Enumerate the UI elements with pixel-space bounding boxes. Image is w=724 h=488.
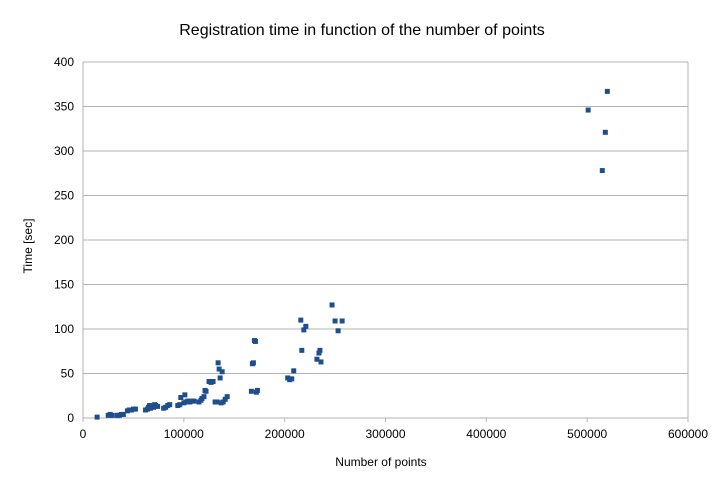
data-point	[109, 412, 115, 418]
axes	[82, 62, 689, 422]
data-point	[94, 414, 100, 420]
data-point	[203, 388, 209, 394]
data-point	[155, 403, 161, 409]
data-point	[254, 387, 260, 393]
data-point	[604, 88, 610, 94]
y-axis-label: Time [sec]	[21, 219, 35, 274]
data-point	[317, 347, 323, 353]
data-point	[318, 359, 324, 365]
data-points	[94, 88, 610, 420]
x-axis-label: Number of points	[335, 455, 426, 469]
y-tick-label: 50	[61, 367, 75, 381]
y-tick-label: 100	[54, 322, 74, 336]
y-tick-label: 400	[54, 55, 74, 69]
data-point	[329, 302, 335, 308]
x-tick-label: 200000	[265, 427, 305, 441]
x-tick-label: 400000	[466, 427, 506, 441]
x-tick-label: 500000	[567, 427, 607, 441]
data-point	[299, 347, 305, 353]
y-tick-label: 0	[67, 411, 74, 425]
data-point	[250, 360, 256, 366]
data-point	[120, 411, 126, 417]
data-point	[298, 317, 304, 323]
data-point	[585, 107, 591, 113]
data-point	[222, 396, 228, 402]
x-tick-label: 100000	[164, 427, 204, 441]
data-point	[335, 328, 341, 334]
data-point	[291, 368, 297, 374]
data-point	[219, 369, 225, 375]
data-point	[182, 392, 188, 398]
y-tick-label: 250	[54, 189, 74, 203]
data-point	[217, 375, 223, 381]
x-tick-label: 600000	[668, 427, 708, 441]
data-point	[216, 366, 222, 372]
data-point	[178, 395, 184, 401]
data-point	[252, 338, 258, 344]
data-point	[177, 402, 183, 408]
data-point	[167, 402, 173, 408]
data-point	[314, 356, 320, 362]
x-tick-labels: 0 100000 200000 300000 400000 500000 600000	[80, 427, 709, 441]
y-tick-label: 150	[54, 278, 74, 292]
data-point	[289, 376, 295, 382]
data-point	[224, 394, 230, 400]
data-point	[191, 398, 197, 404]
data-point	[132, 406, 138, 412]
y-tick-labels: 0 50 100 150 200 250 300 350 400	[54, 55, 74, 425]
data-point	[303, 323, 309, 329]
data-point	[339, 318, 345, 324]
y-tick-label: 350	[54, 100, 74, 114]
data-point	[599, 168, 605, 174]
data-point	[214, 399, 220, 405]
data-point	[332, 318, 338, 324]
data-point	[201, 394, 207, 400]
chart-title: Registration time in function of the num…	[179, 22, 545, 39]
x-tick-label: 300000	[365, 427, 405, 441]
y-tick-label: 300	[54, 144, 74, 158]
data-point	[301, 327, 307, 333]
data-point	[602, 129, 608, 135]
data-point	[220, 399, 226, 405]
x-tick-label: 0	[80, 427, 87, 441]
y-tick-label: 200	[54, 233, 74, 247]
data-point	[215, 360, 221, 366]
data-point	[210, 379, 216, 385]
data-point	[316, 350, 322, 356]
data-point	[248, 388, 254, 394]
